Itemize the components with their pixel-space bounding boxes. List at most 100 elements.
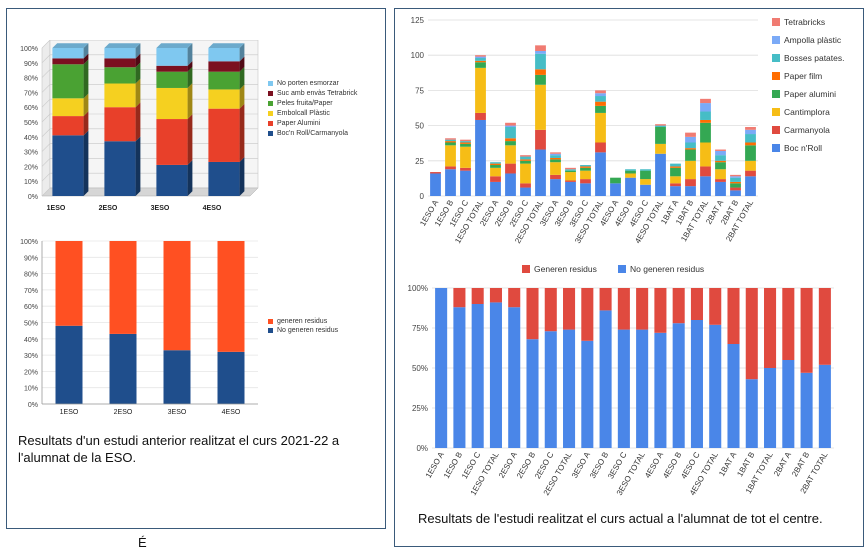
bar-1bat-b-bosses-patates [685,142,696,149]
legend-label-generen-residus: generen residus [277,318,328,325]
chart-old-residus: 0% 10% 20% 30% 40% 50% 60% 70% 80% 90% 100% 1ESO 2ES… [20,239,339,416]
bar-1bat-a-cantimplora [670,176,681,184]
legend-swatch-boc-n-roll-carmanyola [268,131,273,136]
bar-2eso-a-carmanyola [490,176,501,182]
bar-2eso-a-paper-alumini [490,165,501,168]
y-tick-label: 30% [24,353,38,360]
bar-2bat-a-bosses-patates [715,155,726,161]
bar-2bat-total-bosses-patates [745,134,756,143]
bar-3eso-a-cantimplora [550,162,561,175]
bar-2eso-b-paper-film [505,138,516,142]
bar-2bat-total-tetrabricks [745,127,756,130]
bar-1bat-a-no-generen-residus [727,344,740,448]
bar-3eso-b-cantimplora [565,172,576,181]
bar-2eso-b-paper-alumini [505,141,516,146]
bar-1eso-generen-residus [55,241,83,326]
bar-1eso-suc-amb-env-s-tetrabrick-side [83,53,89,65]
bar-2eso-peles-fruita-paper [104,67,136,84]
bar-1bat-b-generen-residus [745,288,758,380]
bar-2eso-generen-residus [109,241,137,334]
bar-1eso-c-bosses-patates [460,141,471,143]
legend-swatch-paper-alumini [268,121,273,126]
bar-4eso-suc-amb-env-s-tetrabrick-side [239,56,245,72]
bar-3eso-a-paper-film [550,157,561,160]
y-tick-label: 70% [24,90,38,97]
bar-2bat-total-cantimplora [745,160,756,171]
bar-2bat-total-ampolla-pl-stic [745,129,756,135]
bar-3eso-c-paper-alumini [580,167,591,171]
bar-2bat-a-generen-residus [782,288,795,360]
gridline [41,40,258,49]
bar-2bat-b-paper-film [730,181,741,184]
bar-1eso-boc-n-roll-carmanyola [52,135,84,196]
bar-2eso-total-ampolla-pl-stic [535,50,546,54]
bar-3eso-no-generen-residus [163,350,191,404]
y-tick-label: 75% [412,324,428,333]
bar-2eso-a-no-generen-residus [508,307,521,448]
bar-2eso-total-no-generen-residus [563,329,576,448]
bar-3eso-a-paper-alumini [550,159,561,163]
bar-2eso-c-boc-n-roll [520,187,531,196]
legend-label-no-porten-esmorzar: No porten esmorzar [277,80,340,87]
bar-2bat-total-boc-n-roll [745,176,756,196]
legend-swatch-carmanyola [772,126,780,134]
bar-2eso-c-cantimplora [520,163,531,184]
x-tick-label: 4ESO [222,409,241,416]
y-tick-label: 50% [412,364,428,373]
bar-1bat-b-cantimplora [685,160,696,180]
x-tick-label: 4ESO [203,205,222,212]
bar-3eso-c-no-generen-residus [617,329,630,448]
bar-3eso-total-cantimplora [595,112,606,143]
bar-1bat-b-tetrabricks [685,132,696,137]
bar-2eso-embolcall-pl-stic-side [135,78,141,108]
bar-2eso-boc-n-roll-carmanyola [104,141,136,196]
bar-1bat-a-bosses-patates [670,163,681,167]
bar-2eso-c-no-generen-residus [544,331,557,448]
bar-2eso-no-porten-esmorzar [104,48,136,59]
bar-3eso-a-boc-n-roll [550,179,561,196]
bar-1eso-embolcall-pl-stic-side [83,93,89,117]
bar-4eso-suc-amb-env-s-tetrabrick [208,61,240,72]
bar-2eso-c-tetrabricks [520,155,531,157]
bar-2eso-b-boc-n-roll [505,173,516,196]
bar-1eso-a-boc-n-roll [430,173,441,196]
legend-swatch-suc-amb-env-s-tetrabrick [268,91,273,96]
bar-1eso-b-tetrabricks [445,138,456,140]
bar-2eso-paper-alumini [104,107,136,142]
bar-2bat-a-paper-film [715,160,726,163]
legend-label-paper-film: Paper film [784,71,822,81]
bar-2bat-a-tetrabricks [715,149,726,151]
legend-label-no-generen-residus: No generen residus [277,327,339,334]
bar-2eso-a-paper-film [490,163,501,166]
bar-3eso-total-bosses-patates [595,96,606,102]
bar-4eso-c-boc-n-roll [640,184,651,196]
bar-1eso-b-generen-residus [453,288,466,308]
y-tick-label: 20% [24,369,38,376]
x-tick-label: 1ESO [60,409,79,416]
bar-2eso-total-boc-n-roll [535,149,546,196]
y-tick-label: 10% [24,386,38,393]
legend-label-tetrabricks: Tetrabricks [784,17,825,27]
bar-3eso-a-carmanyola [550,174,561,180]
bar-1bat-a-boc-n-roll [670,186,681,196]
bar-3eso-c-generen-residus [617,288,630,330]
bar-2eso-a-cantimplora [490,167,501,177]
bar-4eso-peles-fruita-paper-side [239,66,245,90]
bar-4eso-no-porten-esmorzar [208,48,240,62]
bar-1eso-no-porten-esmorzar-side [83,43,89,59]
bar-1bat-b-carmanyola [685,179,696,187]
bar-4eso-no-porten-esmorzar-side [239,43,245,62]
bar-3eso-a-no-generen-residus [581,340,594,448]
bar-2bat-a-carmanyola [715,179,726,182]
bar-1bat-b-paper-alumini [685,149,696,161]
bar-1eso-total-bosses-patates [475,58,486,61]
bar-2eso-c-paper-alumini [520,160,531,164]
bar-1eso-total-generen-residus [489,288,502,303]
bar-3eso-c-paper-film [580,166,591,168]
bar-1eso-no-porten-esmorzar [52,48,84,59]
bar-2bat-b-bosses-patates [730,177,741,182]
y-tick-label: 40% [24,337,38,344]
legend-label-boc-n-roll-carmanyola: Boc'n Roll/Carmanyola [277,130,348,137]
y-tick-label: 80% [24,76,38,83]
x-tick-label: 1ESO [47,205,66,212]
